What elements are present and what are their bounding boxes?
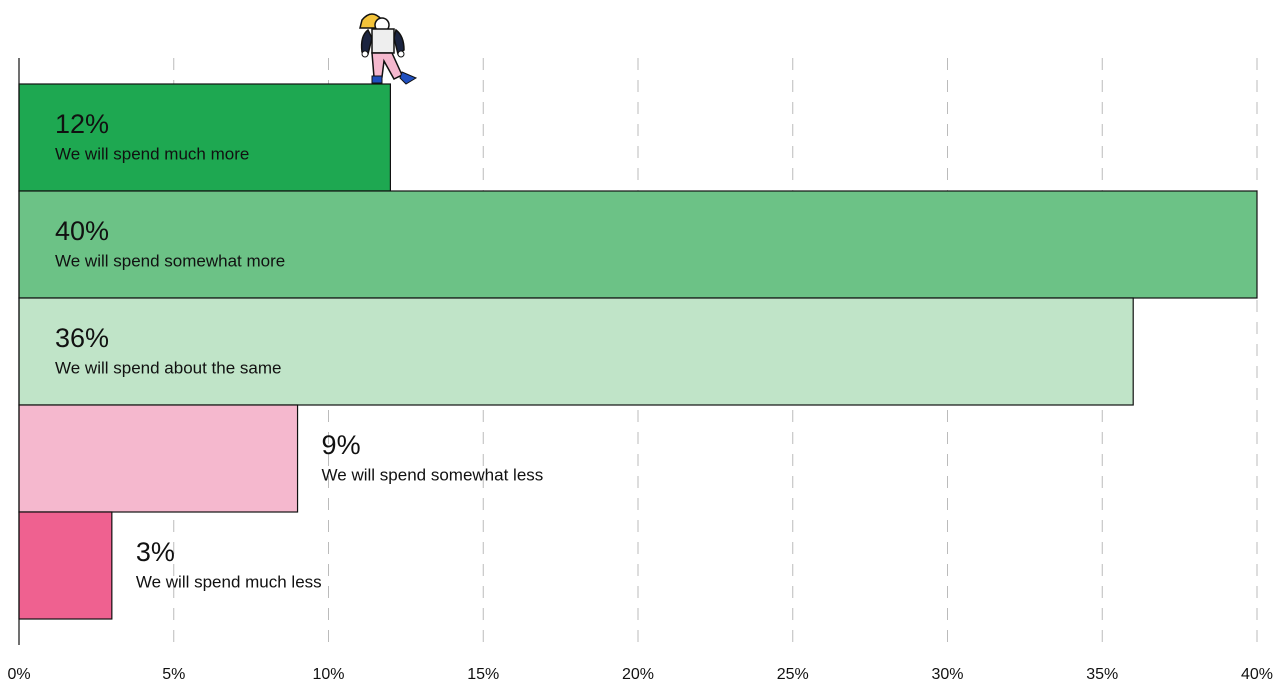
value-label: 36% (55, 323, 109, 353)
x-tick-label: 20% (622, 666, 654, 683)
x-tick-label: 40% (1241, 666, 1273, 683)
x-tick-label: 5% (162, 666, 185, 683)
x-tick-label: 35% (1086, 666, 1118, 683)
bar (18, 511, 113, 620)
value-label: 9% (322, 430, 361, 460)
figure-illustration (359, 13, 418, 85)
value-label: 3% (136, 537, 175, 567)
x-tick-label: 0% (7, 666, 30, 683)
value-label: 12% (55, 109, 109, 139)
bar (18, 297, 1134, 406)
x-tick-label: 25% (777, 666, 809, 683)
category-label: We will spend much less (136, 572, 322, 591)
category-label: We will spend about the same (55, 358, 281, 377)
x-tick-label: 15% (467, 666, 499, 683)
category-label: We will spend somewhat more (55, 251, 285, 270)
bar (18, 404, 299, 513)
x-tick-label: 10% (312, 666, 344, 683)
category-label: We will spend somewhat less (322, 465, 544, 484)
x-tick-label: 30% (931, 666, 963, 683)
bar (18, 190, 1258, 299)
category-label: We will spend much more (55, 144, 249, 163)
value-label: 40% (55, 216, 109, 246)
x-axis: 0% 5% 10% 15% 20% 25% 30% 35% 40% (7, 666, 1273, 683)
bars: 12% We will spend much more 40% We will spe… (18, 83, 1258, 620)
